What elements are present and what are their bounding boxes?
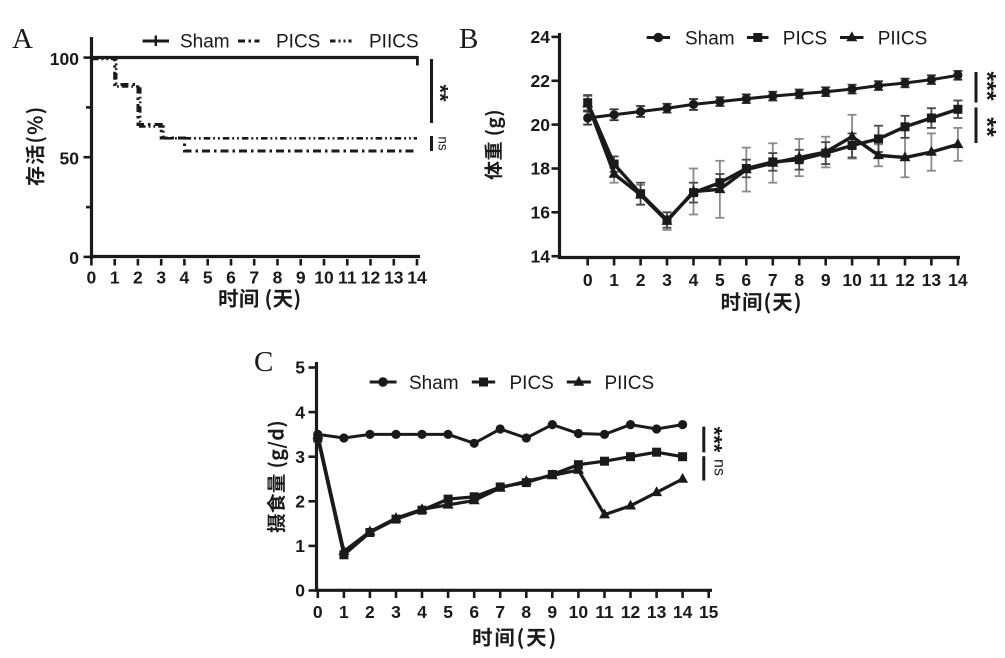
svg-text:4: 4 bbox=[417, 602, 427, 622]
svg-text:ns: ns bbox=[711, 459, 728, 476]
svg-text:5: 5 bbox=[295, 358, 305, 378]
svg-text:3: 3 bbox=[156, 268, 166, 288]
svg-text:0: 0 bbox=[583, 270, 593, 290]
svg-text:12: 12 bbox=[621, 602, 641, 622]
svg-text:0: 0 bbox=[313, 602, 323, 622]
svg-text:PICS: PICS bbox=[783, 29, 827, 50]
svg-text:0: 0 bbox=[87, 268, 97, 288]
svg-text:5: 5 bbox=[443, 602, 453, 622]
svg-text:6: 6 bbox=[226, 268, 236, 288]
svg-text:24: 24 bbox=[531, 27, 551, 47]
svg-text:B: B bbox=[459, 23, 478, 55]
svg-text:13: 13 bbox=[384, 268, 404, 288]
svg-text:15: 15 bbox=[699, 602, 719, 622]
svg-text:6: 6 bbox=[741, 270, 751, 290]
svg-text:50: 50 bbox=[60, 148, 80, 168]
svg-text:2: 2 bbox=[295, 492, 305, 512]
svg-text:5: 5 bbox=[203, 268, 213, 288]
svg-text:C: C bbox=[254, 346, 273, 378]
svg-text:PIICS: PIICS bbox=[369, 32, 419, 53]
svg-text:9: 9 bbox=[296, 268, 306, 288]
svg-text:10: 10 bbox=[314, 268, 334, 288]
svg-text:14: 14 bbox=[673, 602, 693, 622]
svg-text:8: 8 bbox=[794, 270, 804, 290]
svg-text:PIICS: PIICS bbox=[605, 373, 655, 394]
svg-text:16: 16 bbox=[531, 203, 551, 223]
svg-text:7: 7 bbox=[495, 602, 505, 622]
svg-text:Sham: Sham bbox=[685, 29, 735, 50]
svg-text:3: 3 bbox=[662, 270, 672, 290]
svg-text:2: 2 bbox=[365, 602, 375, 622]
svg-text:A: A bbox=[12, 23, 33, 55]
svg-text:12: 12 bbox=[361, 268, 381, 288]
svg-text:1: 1 bbox=[609, 270, 619, 290]
svg-text:20: 20 bbox=[531, 115, 551, 135]
svg-text:4: 4 bbox=[689, 270, 699, 290]
svg-text:7: 7 bbox=[768, 270, 778, 290]
svg-text:10: 10 bbox=[569, 602, 589, 622]
svg-text:10: 10 bbox=[842, 270, 862, 290]
svg-text:18: 18 bbox=[531, 159, 551, 179]
svg-text:11: 11 bbox=[595, 602, 614, 622]
svg-text:9: 9 bbox=[547, 602, 557, 622]
svg-text:Sham: Sham bbox=[180, 32, 230, 53]
svg-text:**: ** bbox=[428, 84, 453, 102]
svg-text:14: 14 bbox=[531, 246, 551, 266]
svg-text:13: 13 bbox=[647, 602, 667, 622]
svg-text:***: *** bbox=[973, 71, 1001, 100]
svg-text:4: 4 bbox=[295, 402, 305, 422]
svg-text:14: 14 bbox=[407, 268, 427, 288]
svg-text:22: 22 bbox=[531, 71, 551, 91]
svg-text:PICS: PICS bbox=[510, 373, 554, 394]
svg-text:100: 100 bbox=[50, 49, 79, 69]
svg-text:7: 7 bbox=[249, 268, 259, 288]
svg-text:Sham: Sham bbox=[409, 373, 459, 394]
svg-text:12: 12 bbox=[895, 270, 915, 290]
svg-text:ns: ns bbox=[436, 136, 451, 151]
svg-text:***: *** bbox=[702, 427, 727, 453]
svg-text:**: ** bbox=[973, 117, 1001, 137]
svg-text:2: 2 bbox=[636, 270, 646, 290]
svg-text:2: 2 bbox=[133, 268, 143, 288]
svg-text:8: 8 bbox=[521, 602, 531, 622]
svg-text:11: 11 bbox=[338, 268, 357, 288]
svg-text:11: 11 bbox=[869, 270, 888, 290]
svg-text:1: 1 bbox=[339, 602, 349, 622]
svg-text:PICS: PICS bbox=[276, 32, 320, 53]
svg-text:14: 14 bbox=[948, 270, 968, 290]
svg-text:13: 13 bbox=[922, 270, 942, 290]
svg-text:0: 0 bbox=[295, 581, 305, 601]
svg-text:6: 6 bbox=[469, 602, 479, 622]
svg-text:1: 1 bbox=[295, 536, 305, 556]
svg-text:5: 5 bbox=[715, 270, 725, 290]
svg-text:9: 9 bbox=[821, 270, 831, 290]
svg-text:8: 8 bbox=[273, 268, 283, 288]
svg-text:4: 4 bbox=[180, 268, 190, 288]
svg-text:3: 3 bbox=[391, 602, 401, 622]
svg-text:3: 3 bbox=[295, 447, 305, 467]
svg-text:0: 0 bbox=[69, 248, 79, 268]
svg-text:1: 1 bbox=[110, 268, 120, 288]
svg-text:PIICS: PIICS bbox=[878, 29, 928, 50]
